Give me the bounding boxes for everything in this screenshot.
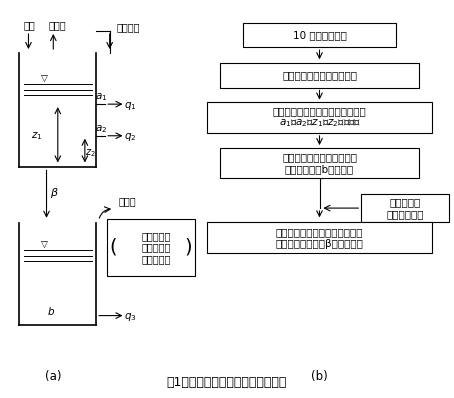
FancyBboxPatch shape: [243, 23, 396, 47]
Text: (b): (b): [311, 371, 328, 383]
Text: 降雨: 降雨: [24, 20, 36, 30]
FancyBboxPatch shape: [108, 219, 195, 276]
Text: 日蒸発散量
日灌漑用水量: 日蒸発散量 日灌漑用水量: [386, 197, 424, 219]
FancyBboxPatch shape: [220, 148, 419, 178]
Text: $a_2$: $a_2$: [95, 123, 108, 135]
FancyBboxPatch shape: [361, 194, 449, 222]
Text: $a_1$: $a_1$: [95, 91, 108, 103]
Text: 蒸発散: 蒸発散: [119, 196, 137, 206]
Text: 10 分雨量・流量: 10 分雨量・流量: [292, 30, 346, 40]
Text: β: β: [50, 188, 57, 198]
FancyBboxPatch shape: [207, 102, 432, 133]
Text: 上段タンク
より差し引
けない場合: 上段タンク より差し引 けない場合: [141, 231, 171, 264]
Text: 低水流出部（日単位）より
最小二乗法でbを求める: 低水流出部（日単位）より 最小二乗法でbを求める: [282, 152, 357, 174]
Text: (: (: [110, 238, 117, 257]
Text: (a): (a): [45, 371, 62, 383]
Text: 図1　流出モデルの概念図及び手順: 図1 流出モデルの概念図及び手順: [167, 377, 287, 390]
Text: $q_1$: $q_1$: [123, 100, 136, 112]
Text: $q_2$: $q_2$: [124, 131, 136, 143]
FancyBboxPatch shape: [220, 63, 419, 88]
Text: ): ): [184, 238, 192, 257]
Text: b: b: [48, 307, 54, 318]
Text: $z_2$: $z_2$: [85, 148, 96, 160]
Text: 灌漑用水: 灌漑用水: [116, 22, 140, 32]
Text: ▽: ▽: [41, 241, 48, 250]
Text: 一雨雨量と直接流出高の関係より
$a_1$、$a_2$、$z_1$、$z_2$を求める: 一雨雨量と直接流出高の関係より $a_1$、$a_2$、$z_1$、$z_2$を…: [272, 106, 366, 129]
FancyBboxPatch shape: [207, 222, 432, 253]
Text: 蒸発散: 蒸発散: [49, 20, 66, 30]
Text: ▽: ▽: [41, 75, 48, 84]
Text: $q_3$: $q_3$: [123, 311, 136, 323]
Text: 直接流出・基底流出の分離: 直接流出・基底流出の分離: [282, 70, 357, 80]
Text: $z_1$: $z_1$: [31, 130, 42, 142]
Text: 観測流出高と計算流出高の差が
最小になるようにβを決定する: 観測流出高と計算流出高の差が 最小になるようにβを決定する: [276, 227, 364, 248]
